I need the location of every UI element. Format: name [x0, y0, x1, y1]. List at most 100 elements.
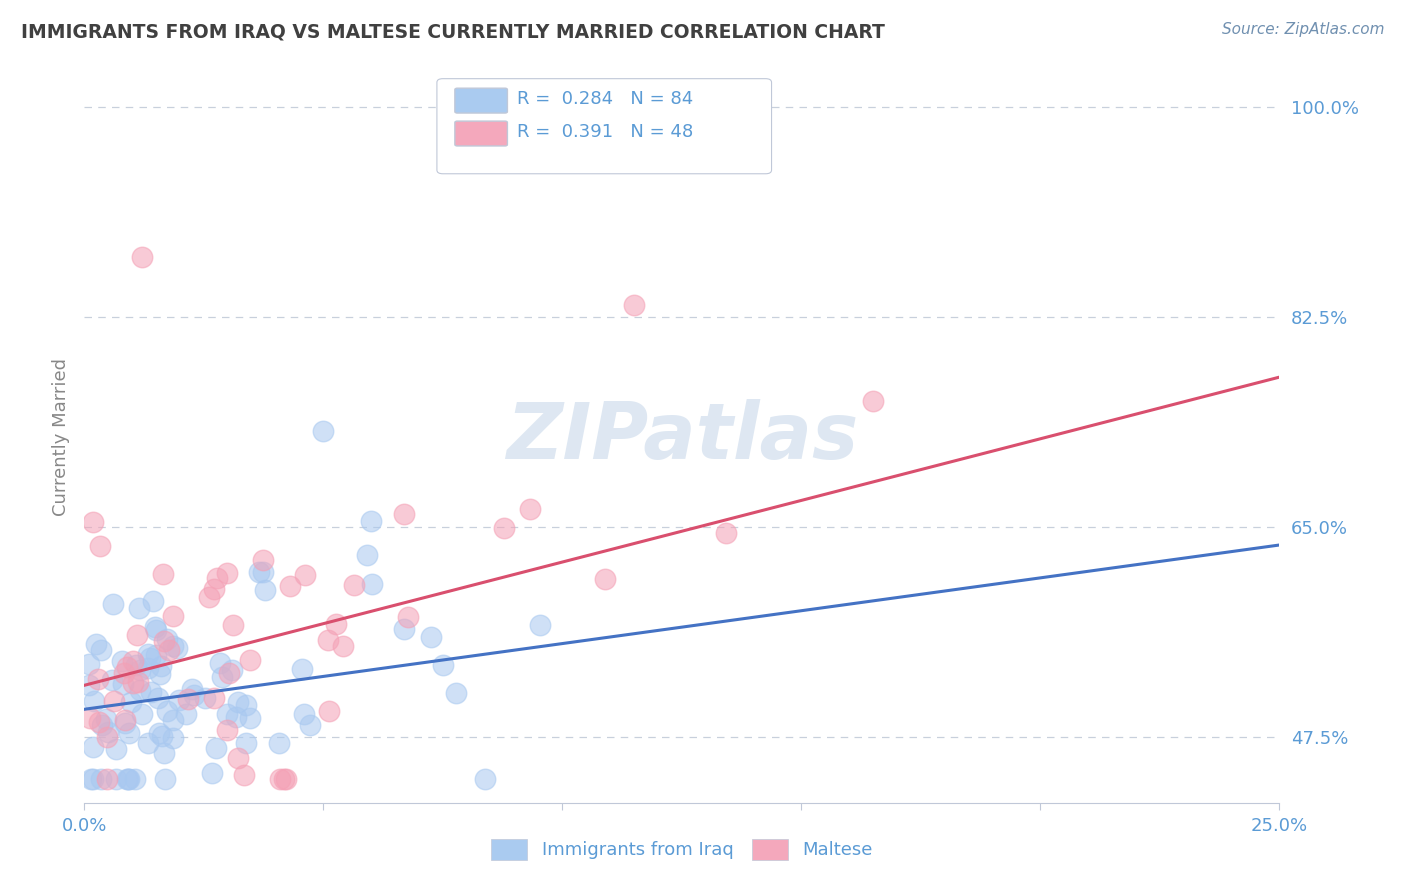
Point: [166, 641, 188, 656]
Point: [96, 772, 118, 786]
Point: [394, 622, 416, 636]
Point: [117, 659, 139, 673]
Point: [273, 772, 295, 786]
Point: [233, 768, 256, 782]
Y-axis label: Currently Married: Currently Married: [52, 358, 70, 516]
Point: [325, 617, 347, 632]
Point: [318, 704, 340, 718]
Point: [202, 582, 225, 596]
Point: [267, 736, 290, 750]
Point: [128, 682, 150, 697]
Point: [122, 675, 145, 690]
Point: [114, 713, 136, 727]
Text: R =  0.284   N = 84: R = 0.284 N = 84: [517, 90, 693, 108]
Point: [252, 553, 274, 567]
Point: [205, 741, 228, 756]
Point: [100, 673, 122, 687]
Point: [716, 526, 738, 541]
Point: [278, 579, 301, 593]
Point: [146, 690, 169, 705]
Point: [127, 674, 149, 689]
Point: [120, 695, 142, 709]
Point: [519, 501, 541, 516]
Point: [127, 627, 149, 641]
Point: [149, 659, 172, 673]
Point: [226, 695, 249, 709]
Point: [198, 590, 221, 604]
Point: [218, 665, 240, 680]
Point: [105, 772, 128, 786]
Point: [274, 772, 297, 786]
Point: [124, 772, 146, 786]
Point: [222, 617, 245, 632]
Point: [79, 711, 101, 725]
Point: [225, 709, 247, 723]
Point: [432, 658, 454, 673]
Point: [202, 690, 225, 705]
FancyBboxPatch shape: [437, 78, 772, 174]
Point: [150, 729, 173, 743]
Point: [139, 684, 162, 698]
FancyBboxPatch shape: [456, 121, 508, 146]
Point: [145, 648, 167, 663]
Point: [84, 637, 107, 651]
Point: [122, 654, 145, 668]
Point: [360, 577, 382, 591]
Point: [94, 712, 117, 726]
Point: [96, 730, 118, 744]
Point: [252, 565, 274, 579]
Point: [82, 740, 104, 755]
Point: [169, 693, 191, 707]
Point: [221, 663, 243, 677]
Point: [145, 623, 167, 637]
Point: [136, 736, 159, 750]
Point: [89, 715, 111, 730]
Point: [128, 600, 150, 615]
Text: ZIPatlas: ZIPatlas: [506, 399, 858, 475]
Point: [117, 772, 139, 786]
Point: [138, 661, 160, 675]
Point: [215, 566, 238, 580]
Point: [114, 716, 136, 731]
Point: [115, 772, 138, 786]
Point: [254, 582, 277, 597]
Text: IMMIGRANTS FROM IRAQ VS MALTESE CURRENTLY MARRIED CORRELATION CHART: IMMIGRANTS FROM IRAQ VS MALTESE CURRENTL…: [21, 22, 884, 41]
Point: [90, 642, 112, 657]
Point: [392, 507, 415, 521]
Point: [152, 566, 174, 581]
Point: [356, 548, 378, 562]
Point: [145, 620, 167, 634]
Point: [420, 630, 443, 644]
Point: [235, 698, 257, 712]
Point: [90, 772, 112, 786]
Point: [149, 667, 172, 681]
Point: [162, 731, 184, 745]
Point: [131, 250, 153, 264]
Point: [112, 666, 135, 681]
Point: [360, 514, 382, 528]
Point: [153, 772, 176, 786]
Point: [312, 424, 335, 438]
Point: [444, 685, 467, 699]
Point: [153, 746, 176, 760]
Point: [316, 633, 339, 648]
Point: [104, 742, 127, 756]
Point: [209, 656, 232, 670]
Point: [101, 598, 124, 612]
Point: [201, 766, 224, 780]
Point: [156, 632, 179, 646]
Point: [82, 772, 104, 786]
Point: [162, 639, 184, 653]
Legend: Immigrants from Iraq, Maltese: Immigrants from Iraq, Maltese: [484, 831, 880, 867]
Point: [593, 572, 616, 586]
Point: [162, 609, 184, 624]
Point: [77, 678, 100, 692]
Point: [294, 706, 316, 721]
Point: [83, 694, 105, 708]
Point: [332, 639, 354, 653]
Point: [91, 718, 114, 732]
Point: [131, 707, 153, 722]
Point: [269, 772, 291, 786]
Point: [396, 610, 419, 624]
Point: [139, 651, 162, 665]
